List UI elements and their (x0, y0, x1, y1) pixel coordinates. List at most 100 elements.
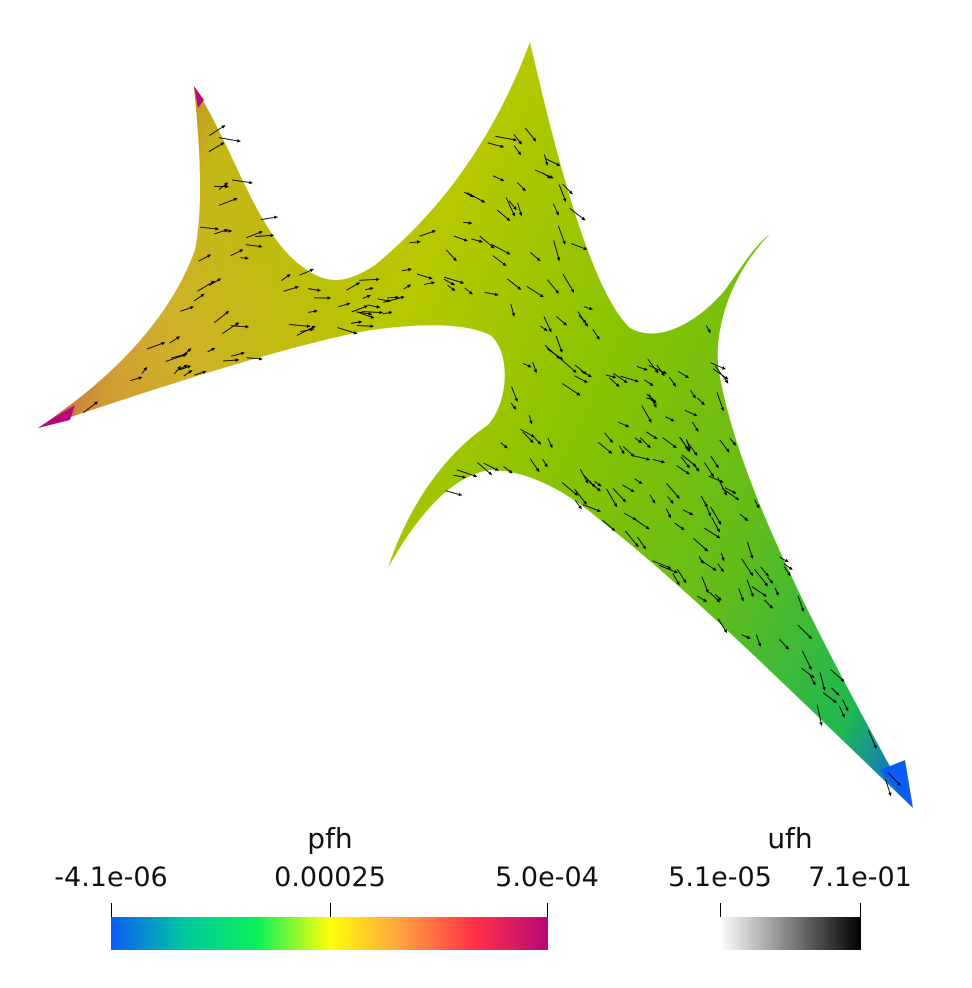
velocity-arrow (194, 370, 207, 376)
velocity-arrow (597, 441, 613, 454)
velocity-arrow (496, 209, 511, 222)
velocity-arrow (528, 415, 533, 425)
velocity-arrow (668, 376, 677, 387)
velocity-arrow (479, 235, 495, 249)
velocity-arrow (764, 599, 774, 609)
velocity-arrow (198, 254, 212, 262)
velocity-arrow (221, 322, 240, 335)
velocity-arrow (754, 499, 760, 509)
velocity-arrow (246, 356, 263, 361)
velocity-arrow (453, 474, 467, 479)
velocity-arrow (230, 324, 249, 329)
velocity-arrow (214, 228, 229, 235)
velocity-arrow (169, 336, 180, 344)
velocity-arrow (562, 273, 575, 293)
velocity-arrow (453, 235, 468, 242)
velocity-arrow (513, 145, 522, 156)
velocity-arrow (492, 255, 507, 267)
velocity-arrow (456, 469, 478, 478)
velocity-arrow (613, 373, 628, 384)
velocity-arrow (245, 244, 263, 249)
velocity-arrow (686, 439, 691, 451)
velocity-arrow (283, 285, 299, 292)
velocity-arrow (606, 488, 618, 508)
velocity-arrow (574, 364, 587, 375)
velocity-arrow (361, 310, 383, 315)
velocity-arrow (180, 306, 194, 312)
velocity-arrow (443, 276, 464, 284)
velocity-arrow (557, 225, 566, 245)
velocity-arrow (622, 446, 635, 457)
velocity-arrow (696, 397, 705, 406)
velocity-arrow (214, 310, 229, 323)
velocity-arrow (704, 501, 712, 517)
velocity-arrow (464, 191, 474, 198)
velocity-arrow (710, 506, 722, 525)
velocity-arrow (624, 530, 639, 547)
velocity-arrow (589, 481, 601, 492)
velocity-arrow (647, 358, 659, 374)
velocity-arrow (533, 436, 542, 445)
velocity-arrow (230, 351, 245, 357)
velocity-arrow (516, 182, 526, 192)
velocity-arrow (543, 154, 549, 166)
velocity-arrow (594, 480, 602, 487)
velocity-arrow (690, 389, 696, 399)
velocity-arrow (717, 618, 728, 633)
velocity-arrow (510, 303, 516, 317)
velocity-arrow (230, 249, 244, 257)
velocity-arrow (783, 566, 791, 577)
velocity-arrow (308, 309, 318, 314)
velocity-arrow (183, 369, 193, 377)
velocity-arrow (560, 358, 577, 373)
velocity-arrow (702, 561, 717, 571)
velocity-arrow (831, 687, 840, 696)
velocity-arrow (741, 558, 754, 576)
velocity-arrow (471, 238, 483, 243)
velocity-arrow (646, 431, 658, 440)
velocity-arrow (691, 421, 699, 432)
velocity-arrow (466, 192, 486, 203)
velocity-arrow (556, 316, 567, 326)
velocity-arrow (351, 305, 368, 313)
velocity-arrow (503, 465, 513, 474)
velocity-arrow (693, 538, 709, 552)
velocity-arrow (543, 316, 552, 333)
velocity-arrow (797, 595, 805, 612)
velocity-arrow (362, 294, 371, 299)
velocity-arrow (511, 386, 518, 402)
velocity-arrow (618, 445, 625, 455)
velocity-arrow (387, 295, 400, 300)
velocity-arrow (705, 325, 711, 334)
velocity-arrow (801, 650, 812, 670)
velocity-arrow (382, 310, 393, 315)
velocity-arrow (739, 513, 749, 522)
velocity-arrow (583, 306, 593, 311)
velocity-arrow (529, 252, 541, 262)
velocity-arrow (495, 135, 517, 142)
velocity-arrow (797, 624, 813, 640)
velocity-arrow (532, 362, 538, 373)
velocity-arrow (717, 477, 728, 496)
velocity-arrow (492, 175, 505, 182)
velocity-arrow (419, 230, 436, 237)
velocity-arrow (623, 512, 637, 521)
velocity-arrow (146, 342, 165, 350)
velocity-arrow (868, 729, 877, 749)
velocity-arrow (751, 586, 767, 597)
domain-left-tip (38, 405, 75, 428)
velocity-arrow (839, 706, 845, 718)
velocity-arrow (524, 127, 537, 142)
velocity-arrow (82, 401, 98, 414)
velocity-arrow (612, 488, 627, 503)
velocity-arrow (783, 563, 793, 570)
velocity-arrow (508, 200, 517, 210)
velocity-arrow (546, 279, 559, 294)
velocity-arrow (447, 284, 456, 292)
velocity-arrow (636, 365, 648, 371)
velocity-arrow (570, 243, 588, 251)
velocity-arrow (698, 556, 704, 564)
velocity-arrow (712, 368, 729, 380)
velocity-arrow (634, 478, 643, 485)
velocity-arrow (555, 335, 563, 353)
